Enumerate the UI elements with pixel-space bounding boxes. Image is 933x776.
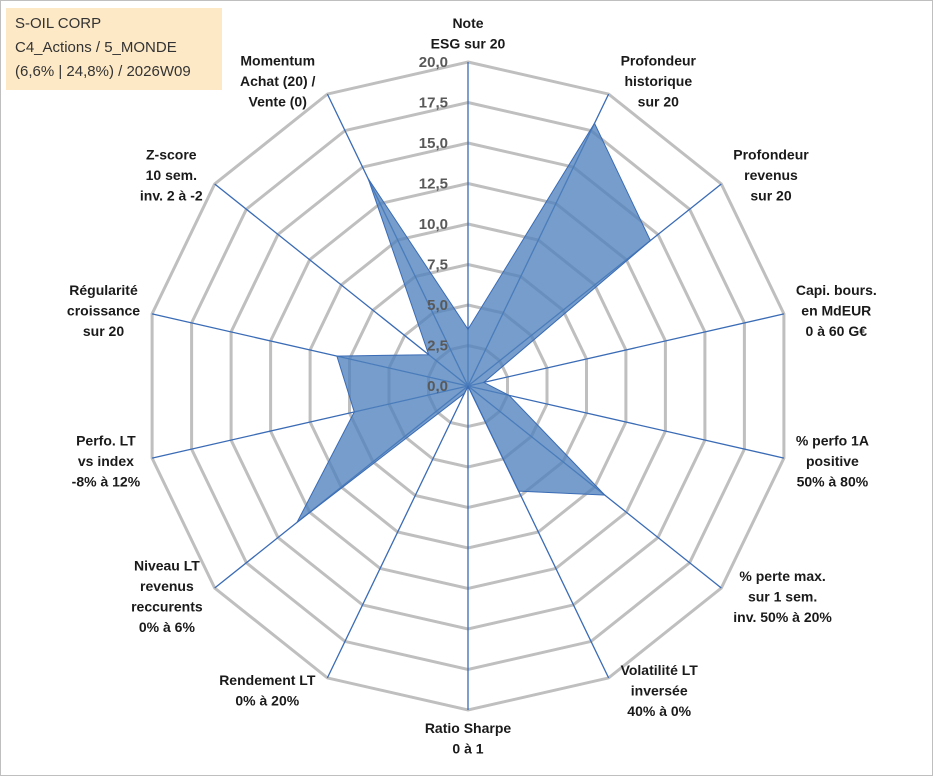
axis-label-12: Régularité croissance sur 20 [67,282,140,339]
tick-label-7: 17,5 [419,95,448,112]
axis-label-9: Rendement LT 0% à 20% [219,672,316,709]
axis-label-line: inv. 2 à -2 [140,188,203,204]
axis-label-line: Ratio Sharpe [425,720,512,736]
axis-label-line: reccurents [131,599,203,615]
axis-label-line: inversée [631,682,688,698]
axis-label-line: inv. 50% à 20% [733,609,832,625]
axis-label-6: % perte max. sur 1 sem. inv. 50% à 20% [733,568,832,625]
axis-label-line: Note [452,15,483,31]
axis-label-line: Rendement LT [219,672,316,688]
axis-label-line: 0% à 20% [235,693,299,709]
axis-label-line: sur 20 [750,188,791,204]
company-name: S-OIL CORP [15,15,102,32]
axis-label-line: 40% à 0% [627,703,691,719]
axis-label-line: en MdEUR [801,303,871,319]
axis-label-5: % perfo 1A positive 50% à 80% [796,433,869,490]
tick-label-1: 2,5 [427,338,448,355]
spoke-9 [326,385,469,679]
spoke-13 [214,183,469,387]
stats-week: (6,6% | 24,8%) / 2026W09 [15,63,191,80]
axis-label-line: croissance [67,303,140,319]
axis-label-14: Momentum Achat (20) / Vente (0) [240,53,316,110]
axis-label-line: historique [624,73,692,89]
axis-label-line: sur 1 sem. [748,589,817,605]
axis-label-line: Momentum [240,53,315,69]
axis-label-4: Capi. bours. en MdEUR 0 à 60 G€ [796,282,877,339]
axis-label-line: revenus [140,578,194,594]
axis-label-line: -8% à 12% [72,474,141,490]
axis-label-line: Vente (0) [249,94,307,110]
spoke-4 [467,313,785,387]
tick-label-2: 5,0 [427,297,448,314]
axis-label-line: % perfo 1A [796,433,869,449]
tick-label-8: 20,0 [419,54,448,71]
data-series-area [296,122,652,523]
info-box: S-OIL CORP C4_Actions / 5_MONDE (6,6% | … [6,8,222,90]
axis-label-line: Capi. bours. [796,282,877,298]
axis-label-8: Ratio Sharpe 0 à 1 [425,720,512,757]
portfolio-category: C4_Actions / 5_MONDE [15,39,177,56]
axis-label-line: 0% à 6% [139,619,196,635]
axis-label-line: Z-score [146,147,197,163]
axis-label-line: sur 20 [638,94,679,110]
axis-label-line: Niveau LT [134,558,200,574]
axis-label-11: Perfo. LT vs index -8% à 12% [72,433,141,490]
axis-label-line: % perte max. [739,568,825,584]
axis-label-2: Profondeur historique sur 20 [621,53,697,110]
axis-label-line: 50% à 80% [797,474,869,490]
tick-label-0: 0,0 [427,378,448,395]
tick-label-6: 15,0 [419,135,448,152]
axis-label-line: Profondeur [621,53,697,69]
axis-label-line: positive [806,453,859,469]
axis-label-line: revenus [744,167,798,183]
axis-label-7: Volatilité LT inversée 40% à 0% [621,662,699,719]
axis-label-line: vs index [78,453,134,469]
axis-label-line: Achat (20) / [240,73,316,89]
axis-label-13: Z-score 10 sem. inv. 2 à -2 [140,147,203,204]
tick-label-4: 10,0 [419,216,448,233]
spoke-5 [467,385,785,459]
tick-label-3: 7,5 [427,257,448,274]
axis-label-line: 0 à 60 G€ [806,323,868,339]
axis-label-line: 10 sem. [146,167,197,183]
axis-label-line: 0 à 1 [452,741,483,757]
axis-label-line: Perfo. LT [76,433,136,449]
tick-label-5: 12,5 [419,176,448,193]
axis-label-1: Note ESG sur 20 [431,15,506,52]
axis-label-line: sur 20 [83,323,124,339]
axis-label-10: Niveau LT revenus reccurents 0% à 6% [131,558,203,636]
axis-label-line: Profondeur [733,147,809,163]
axis-label-line: Régularité [69,282,138,298]
axis-label-line: Volatilité LT [621,662,699,678]
axis-label-line: ESG sur 20 [431,36,506,52]
axis-label-3: Profondeur revenus sur 20 [733,147,809,204]
